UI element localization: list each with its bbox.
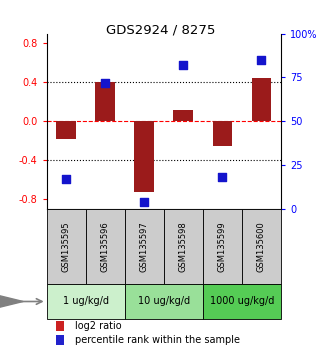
Text: 10 ug/kg/d: 10 ug/kg/d: [138, 297, 190, 307]
Text: GSM135595: GSM135595: [62, 221, 71, 272]
Point: [220, 175, 225, 180]
Bar: [56, 121, 76, 139]
Text: GDS2924 / 8275: GDS2924 / 8275: [106, 23, 215, 36]
Bar: [86, 209, 125, 284]
Text: 1 ug/kg/d: 1 ug/kg/d: [63, 297, 108, 307]
Text: GSM135596: GSM135596: [100, 221, 110, 272]
Bar: [47, 209, 86, 284]
Bar: [242, 209, 281, 284]
Bar: [134, 121, 154, 192]
Polygon shape: [0, 295, 23, 308]
Point: [102, 80, 108, 86]
Point: [64, 176, 69, 182]
Bar: [213, 121, 232, 146]
Bar: [56, 321, 64, 331]
Text: 1000 ug/kg/d: 1000 ug/kg/d: [210, 297, 274, 307]
Bar: [125, 209, 164, 284]
Point: [259, 57, 264, 63]
Bar: [252, 79, 271, 121]
Bar: [56, 335, 64, 345]
Point: [142, 199, 147, 205]
Text: GSM135600: GSM135600: [257, 221, 266, 272]
Text: log2 ratio: log2 ratio: [75, 321, 121, 331]
Bar: [173, 110, 193, 121]
Text: GSM135597: GSM135597: [140, 221, 149, 272]
Bar: [125, 284, 203, 319]
Bar: [95, 82, 115, 121]
Bar: [203, 284, 281, 319]
Text: percentile rank within the sample: percentile rank within the sample: [75, 335, 240, 345]
Bar: [203, 209, 242, 284]
Text: GSM135598: GSM135598: [179, 221, 188, 272]
Bar: [47, 284, 125, 319]
Text: GSM135599: GSM135599: [218, 221, 227, 272]
Point: [181, 62, 186, 68]
Bar: [164, 209, 203, 284]
